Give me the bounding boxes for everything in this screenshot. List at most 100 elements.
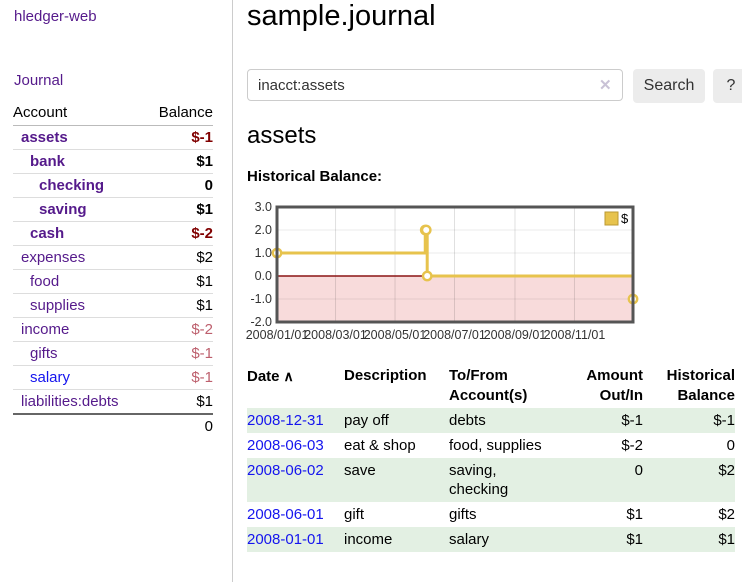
account-row: bank $1 (13, 149, 213, 174)
x-tick-label: 2008/09/01 (484, 328, 547, 342)
legend-swatch (604, 211, 619, 226)
account-link[interactable]: liabilities:debts (21, 393, 119, 410)
account-row: expenses $2 (13, 245, 213, 270)
accounts-column-header: Account (13, 102, 146, 126)
transaction-date-link[interactable]: 2008-12-31 (247, 412, 324, 429)
account-link[interactable]: income (21, 321, 70, 338)
page-title: sample.journal (247, 0, 436, 32)
register-row: 2008-06-01 gift gifts $1 $2 (247, 502, 735, 527)
transaction-amount: $1 (626, 506, 643, 523)
transaction-balance: $2 (718, 462, 735, 479)
y-tick-label: 1.0 (255, 246, 272, 260)
transaction-amount: $-1 (621, 412, 643, 429)
data-point-marker (420, 224, 432, 236)
accounts-table-header: Account Balance (13, 102, 213, 126)
register-column-header: To/From Account(s) (449, 367, 528, 404)
register-row: 2008-01-01 income salary $1 $1 (247, 527, 735, 552)
account-balance: $1 (145, 389, 213, 414)
brand-link[interactable]: hledger-web (14, 8, 97, 25)
sidebar-divider (232, 0, 233, 582)
account-balance: $-1 (145, 365, 213, 390)
transaction-description: income (344, 531, 393, 548)
accounts-total-balance: 0 (145, 413, 213, 438)
sidebar-item-journal[interactable]: Journal (14, 72, 64, 89)
register-table: Date ∧ Description To/From Account(s) Amount O… (247, 364, 735, 552)
account-row: cash $-2 (13, 221, 213, 246)
account-balance: $-2 (145, 317, 213, 342)
transaction-description: gift (344, 506, 365, 523)
sort-ascending-icon: ∧ (283, 368, 294, 384)
account-row: checking 0 (13, 173, 213, 198)
transaction-balance: 0 (726, 437, 735, 454)
account-link[interactable]: cash (30, 225, 65, 242)
transaction-accounts: food, supplies (449, 437, 542, 454)
register-row: 2008-06-03 eat & shop food, supplies $-2 0 (247, 433, 735, 458)
account-balance: $1 (145, 293, 213, 318)
register-column-header: Amount Out/In (586, 367, 643, 404)
register-column-header: Historical Balance (666, 367, 735, 404)
sidebar: hledger-web Journal Account Balance asse… (0, 0, 232, 582)
transaction-accounts: debts (449, 412, 486, 429)
transaction-description: eat & shop (344, 437, 416, 454)
account-row: food $1 (13, 269, 213, 294)
register-row: 2008-12-31 pay off debts $-1 $-1 (247, 408, 735, 433)
legend-label: $ (621, 211, 629, 226)
accounts-total-row: 0 (13, 413, 213, 438)
register-table-header: Date ∧ Description To/From Account(s) Amount O… (247, 364, 735, 408)
account-row: salary $-1 (13, 365, 213, 390)
plot-border (275, 205, 635, 324)
search-input[interactable] (247, 69, 623, 101)
transaction-date-link[interactable]: 2008-06-03 (247, 437, 324, 454)
transaction-accounts: salary (449, 531, 490, 548)
transaction-date-link[interactable]: 2008-01-01 (247, 531, 324, 548)
y-tick-label: 0.0 (255, 269, 272, 283)
register-column-header[interactable]: Date ∧ (247, 368, 294, 385)
x-tick-label: 2008/05/01 (364, 328, 427, 342)
account-link[interactable]: bank (30, 153, 66, 170)
account-balance: $-1 (145, 341, 213, 366)
transaction-description: save (344, 462, 376, 479)
transaction-amount: 0 (634, 462, 643, 479)
balance-column-header: Balance (145, 102, 213, 126)
transaction-balance: $-1 (713, 412, 735, 429)
account-link[interactable]: salary (30, 369, 71, 386)
transaction-date-link[interactable]: 2008-06-02 (247, 462, 324, 479)
transaction-balance: $1 (718, 531, 735, 548)
account-row: saving $1 (13, 197, 213, 222)
y-tick-label: -1.0 (250, 292, 272, 306)
register-column-header: Description (344, 367, 427, 384)
clear-search-icon[interactable]: ✕ (599, 77, 612, 94)
account-balance: $1 (145, 197, 213, 222)
account-balance: 0 (145, 173, 213, 198)
help-button[interactable]: ? (713, 69, 742, 103)
account-link[interactable]: assets (21, 129, 68, 146)
account-link[interactable]: checking (39, 177, 105, 194)
account-balance: $1 (145, 269, 213, 294)
account-link[interactable]: saving (39, 201, 87, 218)
account-row: assets $-1 (13, 126, 213, 150)
account-link[interactable]: supplies (30, 297, 86, 314)
transaction-accounts: gifts (449, 506, 477, 523)
account-balance: $-2 (145, 221, 213, 246)
account-balance: $2 (145, 245, 213, 270)
transaction-balance: $2 (718, 506, 735, 523)
x-tick-label: 2008/01/01 (246, 328, 309, 342)
transaction-amount: $1 (626, 531, 643, 548)
x-tick-label: 2008/07/01 (423, 328, 486, 342)
account-row: income $-2 (13, 317, 213, 342)
account-page-title: assets (247, 122, 317, 149)
account-link[interactable]: food (30, 273, 60, 290)
register-row: 2008-06-02 save saving, checking 0 $2 (247, 458, 735, 502)
historical-balance-chart: 3.0 2.0 1.0 0.0 -1.0 -2.0 2008/01/01 2008/03/01… (246, 199, 639, 347)
account-link[interactable]: expenses (21, 249, 86, 266)
transaction-date-link[interactable]: 2008-06-01 (247, 506, 324, 523)
account-balance: $1 (145, 149, 213, 174)
account-row: liabilities:debts $1 (13, 389, 213, 414)
search-button[interactable]: Search (633, 69, 705, 103)
data-point-marker (421, 270, 433, 282)
x-tick-label: 2008/11/01 (544, 328, 606, 342)
accounts-table: Account Balance assets $-1 bank $1 checking 0… (13, 102, 213, 438)
transaction-amount: $-2 (621, 437, 643, 454)
account-link[interactable]: gifts (30, 345, 58, 362)
